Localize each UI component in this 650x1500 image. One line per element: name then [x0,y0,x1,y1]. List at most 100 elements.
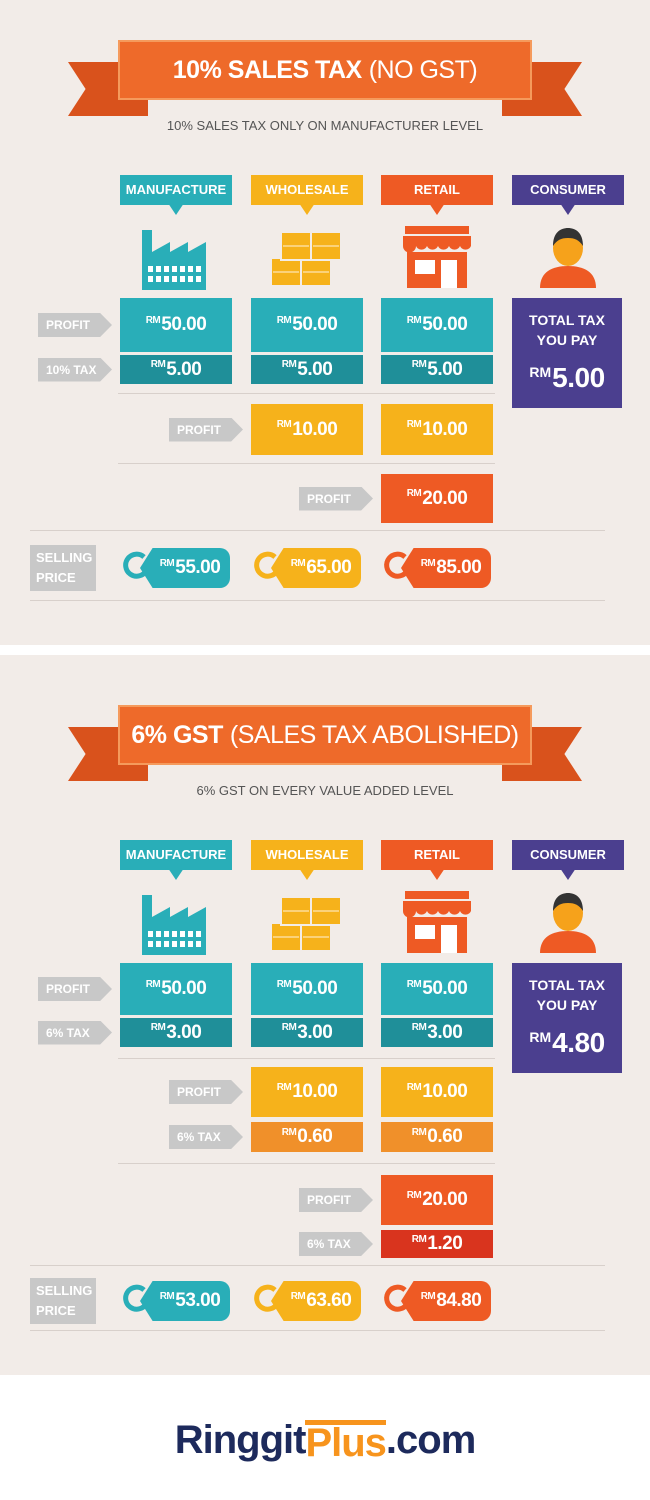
currency: RM [290,1290,306,1302]
divider [30,600,605,601]
amount: 4.80 [552,1027,605,1058]
price-tag: RM 63.60 [271,1281,361,1321]
divider [30,1330,605,1331]
tag-hook [253,1284,283,1314]
value-cell: RM 0.60 [381,1122,493,1152]
amount: 10.00 [292,1081,338,1102]
currency: RM [276,314,292,326]
divider [118,393,495,394]
tag-hook [122,551,152,581]
row-label: SELLING PRICE [30,1278,96,1324]
currency: RM [276,978,292,990]
icon [528,222,608,290]
icon [136,887,216,955]
amount: 20.00 [422,1189,468,1210]
amount: 63.60 [306,1290,352,1311]
amount: 10.00 [292,418,338,440]
logo-part: .com [385,1417,476,1462]
ribbon: 10% SALES TAX (NO GST) [118,40,532,100]
currency: RM [406,488,422,499]
subtitle: 6% GST ON EVERY VALUE ADDED LEVEL [196,783,454,798]
title-bold: 10% SALES TAX [172,55,362,84]
amount: 3.00 [166,1021,202,1043]
amount: 55.00 [175,557,221,578]
row-label: PROFIT [169,417,243,442]
amount: 10.00 [422,1081,468,1102]
value-cell: RM 1.20 [381,1230,493,1258]
price-tag: RM 53.00 [140,1281,230,1321]
row-label: PROFIT [299,1188,373,1212]
value-cell: RM 50.00 [251,298,363,352]
currency: RM [406,978,422,990]
value-cell: RM 3.00 [251,1018,363,1047]
row-label: 6% TAX [38,1020,112,1045]
title-light: (NO GST) [368,55,478,84]
amount: 50.00 [161,314,207,335]
value-cell: RM 20.00 [381,474,493,523]
title-bold: 6% GST [131,720,223,749]
tag-hook [383,551,413,581]
currency: RM [281,1022,297,1033]
currency: RM [145,978,161,990]
currency: RM [411,1022,427,1033]
amount: 84.80 [436,1290,482,1311]
currency: RM [145,314,161,326]
amount: 10.00 [422,418,468,440]
amount: 20.00 [422,487,468,509]
divider [30,530,605,531]
row-label: PROFIT [38,977,112,1001]
amount: 50.00 [161,978,207,999]
currency: RM [411,1233,427,1245]
amount: 50.00 [292,978,338,999]
currency: RM [529,1029,552,1045]
currency: RM [281,359,297,370]
subtitle: 10% SALES TAX ONLY ON MANUFACTURER LEVEL [166,118,484,133]
value-cell: RM 5.00 [251,355,363,384]
amount: 53.00 [175,1290,221,1311]
currency: RM [159,557,175,569]
amount: 5.00 [552,362,605,393]
logo-part: Ringgit [174,1417,307,1462]
value-cell: RM 10.00 [251,404,363,455]
currency: RM [159,1290,175,1302]
ribbon: 6% GST (SALES TAX ABOLISHED) [118,705,532,765]
value-cell: RM 5.00 [120,355,232,384]
amount: 0.60 [427,1126,463,1147]
value-cell: RM 50.00 [120,298,232,352]
value-cell: RM 10.00 [381,1067,493,1117]
tag-hook [253,551,283,581]
amount: 3.00 [297,1021,333,1043]
price-tag: RM 85.00 [401,548,491,588]
icon [397,887,477,955]
consumer-box: TOTAL TAX YOU PAY RM 4.80 [512,963,622,1073]
currency: RM [420,557,436,569]
currency: RM [529,364,552,380]
row-label: PROFIT [299,486,373,511]
amount: 3.00 [427,1021,463,1043]
amount: 50.00 [422,314,468,335]
price-tag: RM 84.80 [401,1281,491,1321]
row-label: 6% TAX [299,1232,373,1256]
amount: 85.00 [436,557,482,578]
currency: RM [290,557,306,569]
currency: RM [281,1126,297,1138]
value-cell: RM 3.00 [381,1018,493,1047]
tag-hook [383,1284,413,1314]
row-label: 6% TAX [169,1125,243,1149]
amount: 5.00 [166,358,202,380]
row-label: 10% TAX [38,357,112,382]
currency: RM [411,1126,427,1138]
value-cell: RM 50.00 [251,963,363,1015]
row-label: PROFIT [169,1080,243,1104]
consumer-total: RM 4.80 [512,1025,622,1061]
tag-hook [122,1284,152,1314]
amount: 0.60 [297,1126,333,1147]
logo-part: Plus [305,1419,387,1465]
currency: RM [276,419,292,430]
currency: RM [406,1189,422,1201]
price-tag: RM 55.00 [140,548,230,588]
consumer-label: TOTAL TAX YOU PAY [529,312,605,348]
value-cell: RM 10.00 [251,1067,363,1117]
icon [267,887,347,955]
amount: 5.00 [297,358,333,380]
